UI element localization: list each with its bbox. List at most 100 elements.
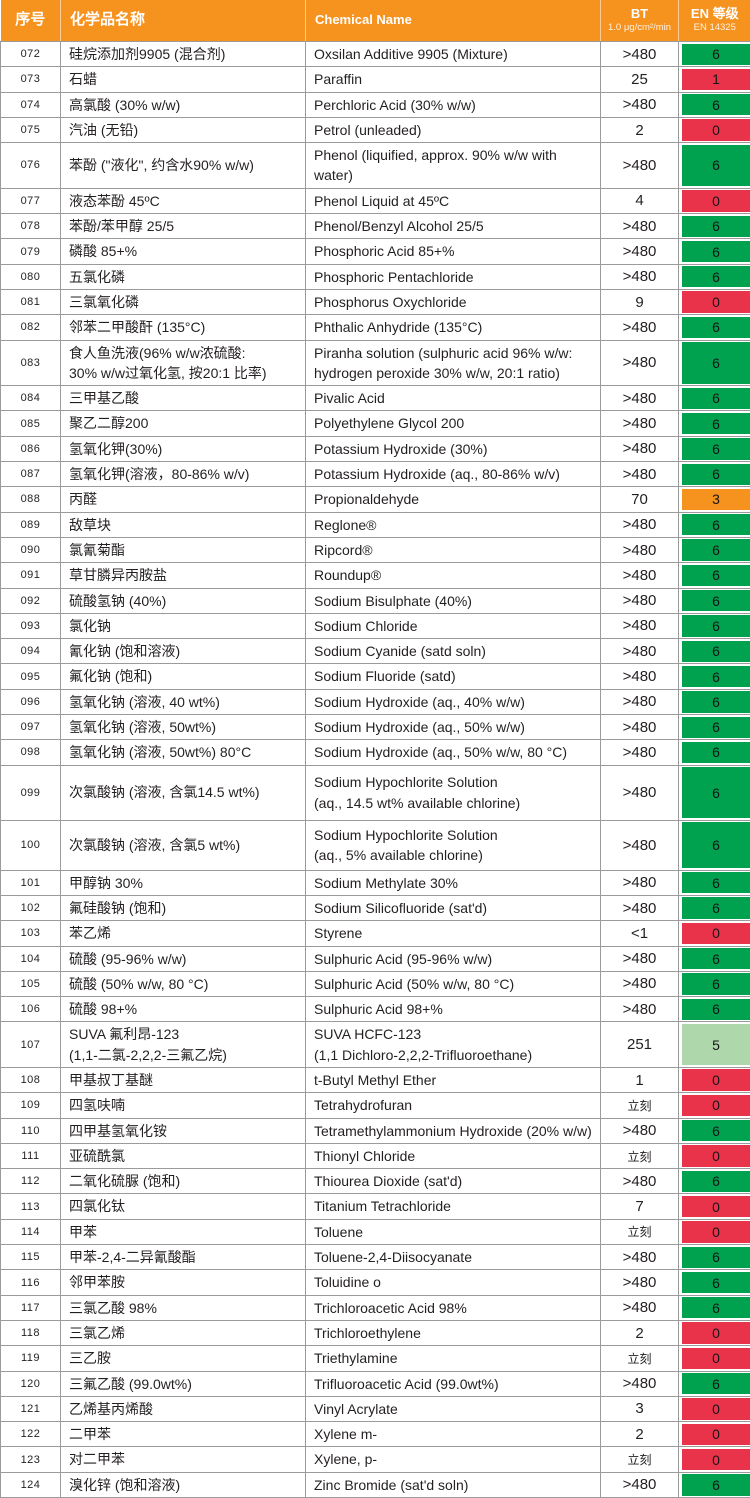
- rating-badge: 0: [682, 1196, 750, 1217]
- chemical-name-cell: Xylene, p-: [306, 1447, 601, 1472]
- bt-value-cell: >480: [601, 340, 679, 386]
- table-row: 110 四甲基氢氧化铵 Tetramethylammonium Hydroxid…: [1, 1118, 750, 1143]
- header-col-en-rating: EN 等级 EN 14325: [679, 0, 750, 42]
- rating-badge: 0: [682, 190, 750, 211]
- en-rating-cell: 6: [679, 1371, 750, 1396]
- bt-value-cell: >480: [601, 971, 679, 996]
- rating-badge: 6: [682, 666, 750, 687]
- chinese-name-cell: 硅烷添加剂9905 (混合剂): [61, 42, 306, 67]
- table-row: 106 硫酸 98+% Sulphuric Acid 98+% >480 6: [1, 997, 750, 1022]
- row-number-cell: 083: [1, 340, 61, 386]
- rating-badge: 6: [682, 1373, 750, 1394]
- en-rating-cell: 0: [679, 1093, 750, 1118]
- chemical-name-cell: Sodium Hydroxide (aq., 50% w/w, 80 °C): [306, 740, 601, 765]
- table-row: 120 三氟乙酸 (99.0wt%) Trifluoroacetic Acid …: [1, 1371, 750, 1396]
- rating-badge: 6: [682, 1474, 750, 1495]
- header-col-no-label: 序号: [1, 12, 61, 29]
- row-number-cell: 087: [1, 462, 61, 487]
- table-row: 114 甲苯 Toluene 立刻 0: [1, 1219, 750, 1244]
- header-col-chinese-name: 化学品名称: [61, 0, 306, 42]
- table-row: 103 苯乙烯 Styrene <1 0: [1, 921, 750, 946]
- table-row: 092 硫酸氢钠 (40%) Sodium Bisulphate (40%) >…: [1, 588, 750, 613]
- table-row: 100 次氯酸钠 (溶液, 含氯5 wt%) Sodium Hypochlori…: [1, 820, 750, 870]
- chemical-name-cell: Piranha solution (sulphuric acid 96% w/w…: [306, 340, 601, 386]
- header-col-en-rating-sublabel: EN 14325: [679, 22, 750, 33]
- bt-value-cell: 1: [601, 1067, 679, 1092]
- row-number-cell: 081: [1, 289, 61, 314]
- table-row: 102 氟硅酸钠 (饱和) Sodium Silicofluoride (sat…: [1, 895, 750, 920]
- row-number-cell: 076: [1, 143, 61, 189]
- bt-value-cell: <1: [601, 921, 679, 946]
- table-row: 115 甲苯-2,4-二异氰酸酯 Toluene-2,4-Diisocyanat…: [1, 1245, 750, 1270]
- en-rating-cell: 0: [679, 1067, 750, 1092]
- chinese-name-cell: 氰化钠 (饱和溶液): [61, 639, 306, 664]
- table-row: 108 甲基叔丁基醚 t-Butyl Methyl Ether 1 0: [1, 1067, 750, 1092]
- chemical-name-cell: Tetramethylammonium Hydroxide (20% w/w): [306, 1118, 601, 1143]
- bt-value-cell: 9: [601, 289, 679, 314]
- rating-badge: 6: [682, 1171, 750, 1192]
- table-row: 111 亚硫酰氯 Thionyl Chloride 立刻 0: [1, 1143, 750, 1168]
- row-number-cell: 074: [1, 92, 61, 117]
- en-rating-cell: 0: [679, 117, 750, 142]
- bt-value-cell: >480: [601, 264, 679, 289]
- chemical-name-cell: Roundup®: [306, 563, 601, 588]
- chinese-name-cell: 磷酸 85+%: [61, 239, 306, 264]
- chinese-name-cell: 次氯酸钠 (溶液, 含氯5 wt%): [61, 820, 306, 870]
- chinese-name-cell: 苯酚/苯甲醇 25/5: [61, 214, 306, 239]
- rating-badge: 6: [682, 973, 750, 994]
- row-number-cell: 114: [1, 1219, 61, 1244]
- chemical-name-cell: Phosphoric Acid 85+%: [306, 239, 601, 264]
- chinese-name-cell: 三乙胺: [61, 1346, 306, 1371]
- row-number-cell: 082: [1, 315, 61, 340]
- chemical-name-cell: Trichloroacetic Acid 98%: [306, 1295, 601, 1320]
- chemical-name-cell: Toluene-2,4-Diisocyanate: [306, 1245, 601, 1270]
- chinese-name-cell: 氯化钠: [61, 613, 306, 638]
- bt-value-cell: >480: [601, 588, 679, 613]
- chinese-name-cell: 四氯化钛: [61, 1194, 306, 1219]
- rating-badge: 0: [682, 1221, 750, 1242]
- en-rating-cell: 6: [679, 664, 750, 689]
- en-rating-cell: 6: [679, 1245, 750, 1270]
- row-number-cell: 120: [1, 1371, 61, 1396]
- row-number-cell: 110: [1, 1118, 61, 1143]
- chinese-name-cell: 四氢呋喃: [61, 1093, 306, 1118]
- table-row: 096 氢氧化钠 (溶液, 40 wt%) Sodium Hydroxide (…: [1, 689, 750, 714]
- chemical-name-cell: Sulphuric Acid 98+%: [306, 997, 601, 1022]
- rating-badge: 6: [682, 216, 750, 237]
- table-row: 072 硅烷添加剂9905 (混合剂) Oxsilan Additive 990…: [1, 42, 750, 67]
- chemical-name-cell: Tetrahydrofuran: [306, 1093, 601, 1118]
- chemical-name-cell: Vinyl Acrylate: [306, 1396, 601, 1421]
- row-number-cell: 122: [1, 1422, 61, 1447]
- bt-value-cell: >480: [601, 537, 679, 562]
- rating-badge: 5: [682, 1024, 750, 1066]
- chinese-name-cell: 次氯酸钠 (溶液, 含氯14.5 wt%): [61, 765, 306, 820]
- rating-badge: 6: [682, 464, 750, 485]
- chinese-name-cell: 氟化钠 (饱和): [61, 664, 306, 689]
- chemical-name-cell: Sodium Chloride: [306, 613, 601, 638]
- row-number-cell: 102: [1, 895, 61, 920]
- rating-badge: 6: [682, 94, 750, 115]
- chinese-name-cell: 氢氧化钠 (溶液, 50wt%) 80°C: [61, 740, 306, 765]
- chinese-name-cell: 硫酸 (50% w/w, 80 °C): [61, 971, 306, 996]
- bt-value-cell: >480: [601, 946, 679, 971]
- rating-badge: 6: [682, 767, 750, 818]
- table-row: 094 氰化钠 (饱和溶液) Sodium Cyanide (satd soln…: [1, 639, 750, 664]
- chinese-name-cell: 草甘膦异丙胺盐: [61, 563, 306, 588]
- en-rating-cell: 6: [679, 537, 750, 562]
- header-col-bt-label: BT: [601, 7, 678, 22]
- chinese-name-cell: 甲醇钠 30%: [61, 870, 306, 895]
- en-rating-cell: 6: [679, 689, 750, 714]
- bt-value-cell: 2: [601, 117, 679, 142]
- bt-value-cell: >480: [601, 315, 679, 340]
- chinese-name-cell: 甲苯-2,4-二异氰酸酯: [61, 1245, 306, 1270]
- rating-badge: 6: [682, 1247, 750, 1268]
- bt-value-cell: 立刻: [601, 1093, 679, 1118]
- en-rating-cell: 6: [679, 1295, 750, 1320]
- bt-value-cell: 2: [601, 1422, 679, 1447]
- en-rating-cell: 6: [679, 411, 750, 436]
- chemical-name-cell: Trifluoroacetic Acid (99.0wt%): [306, 1371, 601, 1396]
- en-rating-cell: 6: [679, 512, 750, 537]
- table-row: 081 三氯氧化磷 Phosphorus Oxychloride 9 0: [1, 289, 750, 314]
- table-row: 099 次氯酸钠 (溶液, 含氯14.5 wt%) Sodium Hypochl…: [1, 765, 750, 820]
- row-number-cell: 099: [1, 765, 61, 820]
